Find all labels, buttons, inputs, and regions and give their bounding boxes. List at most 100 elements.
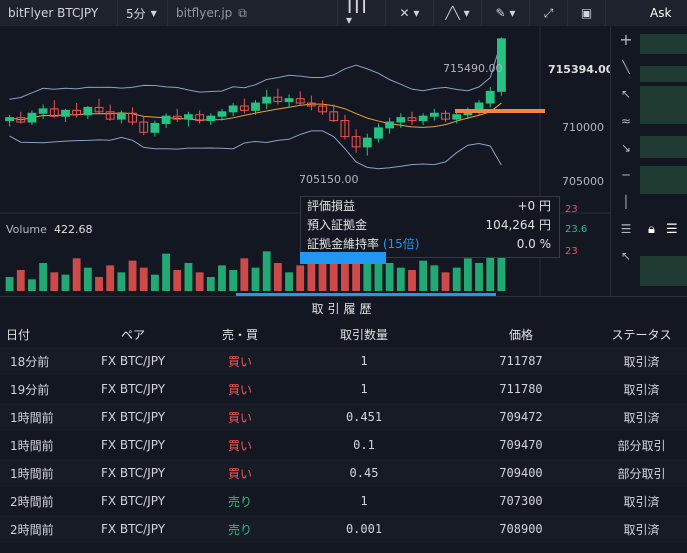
table-row[interactable]: 1時間前 FX BTC/JPY 買い 0.451 709472 取引済 — [0, 403, 687, 431]
row-pair: FX BTC/JPY — [100, 494, 166, 508]
draw-icon: ✎ ▾ — [495, 6, 516, 20]
ray-tool[interactable]: ↘ — [620, 140, 632, 155]
volume-bar — [106, 265, 115, 291]
volume-bar — [385, 263, 394, 291]
volume-bar — [262, 251, 271, 291]
hline-tool[interactable]: ─ — [622, 167, 630, 182]
table-row[interactable]: 18分前 FX BTC/JPY 買い 1 711787 取引済 — [0, 347, 687, 375]
candle-body — [206, 115, 216, 122]
ask-depth-bar — [640, 256, 687, 286]
fib-tool[interactable]: ≈ — [620, 113, 632, 128]
interval-selector[interactable]: 5分 ▼ — [118, 0, 168, 26]
indicator-icon: ✕ ▾ — [399, 6, 420, 20]
row-pair: FX BTC/JPY — [100, 466, 166, 480]
menu-tool[interactable]: ☰ — [620, 221, 632, 236]
row-side: 買い — [227, 466, 252, 481]
summary-row-pnl: 評価損益 +0 円 — [301, 197, 559, 216]
candle-body — [38, 108, 48, 114]
table-row[interactable]: 19分前 FX BTC/JPY 買い 1 711780 取引済 — [0, 375, 687, 403]
candle-body — [217, 111, 227, 117]
volume-bar — [61, 274, 70, 291]
row-price: 711787 — [499, 354, 543, 368]
symbol-label[interactable]: bitFlyer BTCJPY — [0, 0, 118, 26]
row-qty: 0.451 — [345, 410, 383, 424]
row-qty: 1 — [360, 494, 368, 508]
candle-body — [385, 121, 395, 129]
ask-header: Ask — [640, 0, 687, 26]
row-side: 売り — [227, 522, 252, 537]
volume-bar — [218, 265, 226, 291]
row-pair: FX BTC/JPY — [100, 354, 166, 368]
band-lower — [9, 130, 502, 170]
compare-button[interactable]: ╱╲ ▾ — [434, 0, 482, 26]
volume-bar — [363, 246, 372, 291]
volume-bar — [184, 263, 193, 291]
row-date: 18分前 — [10, 354, 50, 369]
interval-label: 5分 — [126, 6, 146, 21]
candle-body — [161, 115, 171, 124]
table-row[interactable]: 2時間前 FX BTC/JPY 売り 1 707300 取引済 — [0, 487, 687, 515]
history-header-row: 日付 ペア 売・買 取引数量 価格 ステータス — [0, 321, 687, 347]
high-marker-label: 715490.00 — [443, 62, 503, 75]
candle-body — [150, 122, 160, 133]
candle-body — [340, 120, 350, 138]
draw-button[interactable]: ✎ ▾ — [482, 0, 530, 26]
table-row[interactable]: 2時間前 FX BTC/JPY 売り 0.001 708900 取引済 — [0, 515, 687, 543]
lock-icon[interactable]: 🔒︎ — [648, 222, 655, 237]
trade-history-panel: 取引履歴 日付 ペア 売・買 取引数量 価格 ステータス 18分前 FX BTC/… — [0, 296, 687, 553]
candle-body — [61, 109, 70, 117]
ask-depth-bar — [640, 66, 687, 82]
candle-body — [116, 112, 126, 120]
candle-body — [16, 117, 26, 123]
arrow-tool[interactable]: ↖ — [620, 86, 632, 101]
candle-body — [5, 117, 15, 122]
margin-level-bar — [300, 252, 386, 264]
candle-body — [172, 115, 182, 120]
row-price: 709470 — [499, 438, 543, 452]
vline-tool[interactable]: │ — [622, 194, 630, 209]
summary-row-deposit: 預入証拠金 104,264 円 — [301, 216, 559, 235]
volume-bar — [206, 277, 215, 291]
volume-bar — [486, 253, 495, 291]
row-status: 取引済 — [623, 382, 660, 397]
candle-body — [452, 114, 462, 120]
fullscreen-button[interactable]: ⤢ — [530, 0, 568, 26]
candle-body — [295, 98, 305, 104]
volume-bar — [39, 263, 48, 291]
row-qty: 0.1 — [353, 438, 375, 452]
volume-bar — [162, 253, 170, 291]
source-link[interactable]: bitflyer.jp ⧉ — [168, 0, 338, 26]
table-row[interactable]: 1時間前 FX BTC/JPY 買い 0.1 709470 部分取引 — [0, 431, 687, 459]
volume-bar — [318, 249, 327, 291]
crosshair-tool[interactable]: + — [619, 30, 633, 49]
candle-body — [496, 38, 506, 92]
ask-depth-bar — [640, 86, 687, 124]
chevron-down-icon: ▼ — [150, 8, 157, 18]
candle-body — [273, 96, 283, 103]
table-row[interactable]: 1時間前 FX BTC/JPY 買い 0.45 709400 部分取引 — [0, 459, 687, 487]
candle-body — [284, 98, 294, 103]
row-side: 買い — [227, 382, 252, 397]
candle-body — [184, 114, 193, 120]
row-status: 部分取引 — [617, 466, 666, 481]
screenshot-icon: ▣ — [580, 6, 593, 20]
indicator-button[interactable]: ✕ ▾ — [386, 0, 434, 26]
list-icon[interactable]: ☰ — [666, 222, 678, 237]
row-qty: 1 — [360, 354, 368, 368]
row-status: 取引済 — [623, 354, 660, 369]
candle-body — [374, 127, 383, 139]
volume-bar — [50, 272, 59, 291]
bar-style-button[interactable]: ┃┃┃ ▾ — [338, 0, 386, 27]
trendline-tool[interactable]: ╲ — [622, 59, 630, 74]
screenshot-button[interactable]: ▣ — [568, 0, 606, 26]
cursor-tool[interactable]: ↖ — [620, 248, 632, 263]
row-side: 買い — [227, 410, 252, 425]
row-pair: FX BTC/JPY — [100, 410, 166, 424]
row-status: 取引済 — [623, 494, 660, 509]
volume-bar — [240, 258, 249, 291]
candle-body — [49, 108, 59, 117]
candle-layer — [5, 37, 506, 156]
chart-header: bitFlyer BTCJPY 5分 ▼ bitflyer.jp ⧉ ┃┃┃ ▾… — [0, 0, 640, 27]
fullscreen-icon: ⤢ — [543, 5, 554, 20]
volume-bar — [195, 272, 204, 291]
